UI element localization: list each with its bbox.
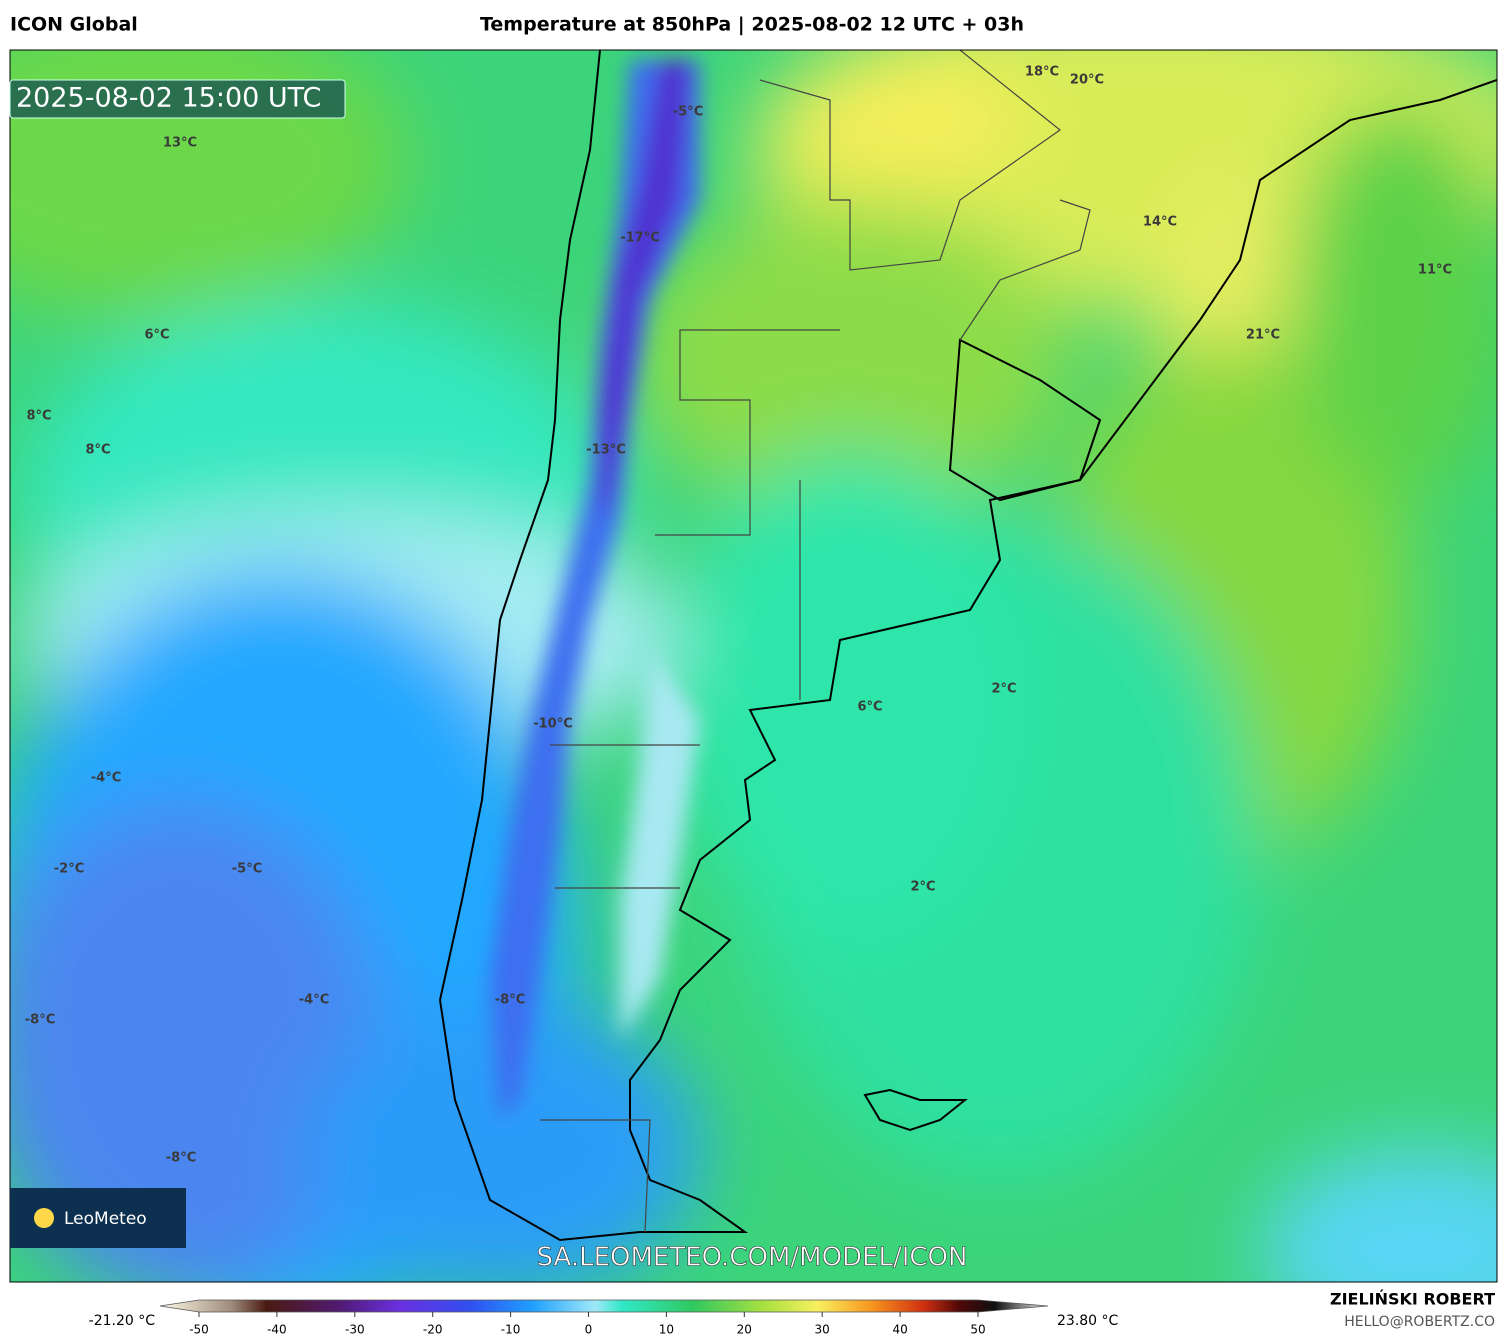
coastline xyxy=(438,50,1497,1242)
temp-label: -8°C xyxy=(166,1151,196,1166)
temp-label: -4°C xyxy=(299,993,329,1008)
temp-label: 6°C xyxy=(144,328,169,343)
temp-label: -8°C xyxy=(495,993,525,1008)
colorbar xyxy=(159,1299,1049,1313)
logo-text: LeoMeteo xyxy=(64,1209,147,1229)
temp-label: 8°C xyxy=(26,409,51,424)
temp-label: 13°C xyxy=(163,136,197,151)
map-title: Temperature at 850hPa | 2025-08-02 12 UT… xyxy=(480,14,1024,36)
colorbar-tick-label: 20 xyxy=(737,1323,752,1337)
colorbar-tick-label: -50 xyxy=(189,1323,209,1337)
colorbar-tick-label: -30 xyxy=(345,1323,365,1337)
temp-label: -8°C xyxy=(25,1013,55,1028)
colorbar-min: -21.20 °C xyxy=(89,1313,156,1329)
temp-label: 2°C xyxy=(991,682,1016,697)
temp-label: -10°C xyxy=(533,717,573,732)
temp-label: 18°C xyxy=(1025,65,1059,80)
contour-labels: 18°C 20°C 13°C -5°C -17°C 14°C 11°C 6°C … xyxy=(25,65,1452,1166)
colorbar-tick-label: -20 xyxy=(423,1323,443,1337)
temp-label: -4°C xyxy=(91,771,121,786)
temp-label: 8°C xyxy=(85,443,110,458)
colorbar-tick-label: 10 xyxy=(659,1323,674,1337)
colorbar-max: 23.80 °C xyxy=(1057,1313,1119,1329)
borders xyxy=(540,50,1091,1233)
colorbar-tick-label: 30 xyxy=(815,1323,830,1337)
colorbar-tick-label: 0 xyxy=(585,1323,593,1337)
colorbar-ticks: -50 -40 -30 -20 -10 0 10 20 30 40 50 xyxy=(189,1312,986,1337)
temp-label: -5°C xyxy=(232,862,262,877)
timestamp-box xyxy=(9,79,346,119)
colorbar-tick-label: 40 xyxy=(892,1323,907,1337)
temp-label: 6°C xyxy=(857,700,882,715)
temp-label: 2°C xyxy=(910,880,935,895)
source-url: SA.LEOMETEO.COM/MODEL/ICON xyxy=(537,1243,968,1273)
temp-label: 11°C xyxy=(1418,263,1452,278)
temp-label: -13°C xyxy=(586,443,626,458)
colorbar-tick-label: -10 xyxy=(501,1323,521,1337)
timestamp: 2025-08-02 15:00 UTC xyxy=(16,83,321,114)
model-name: ICON Global xyxy=(10,14,138,36)
temp-label: -5°C xyxy=(673,105,703,120)
author: ZIELIŃSKI ROBERT xyxy=(1330,1290,1495,1309)
email: HELLO@ROBERTZ.CO xyxy=(1344,1314,1495,1330)
map-frame xyxy=(9,49,1498,1283)
temp-label: 20°C xyxy=(1070,73,1104,88)
logo-sun xyxy=(34,1208,54,1228)
colorbar-tick-label: 50 xyxy=(970,1323,985,1337)
temp-label: -17°C xyxy=(620,231,660,246)
temp-label: 14°C xyxy=(1143,215,1177,230)
temp-label: 21°C xyxy=(1246,328,1280,343)
colorbar-tick-label: -40 xyxy=(267,1323,287,1337)
temp-label: -2°C xyxy=(54,862,84,877)
